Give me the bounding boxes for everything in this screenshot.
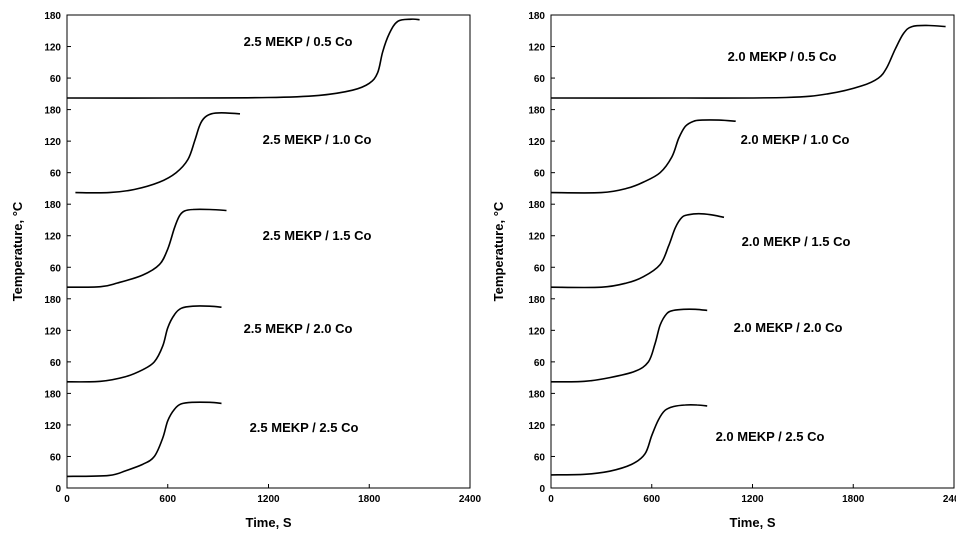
- y-tick-label: 0: [55, 484, 61, 495]
- x-tick-label: 1200: [257, 494, 280, 505]
- x-tick-label: 600: [643, 494, 660, 505]
- y-tick-label: 120: [44, 326, 61, 337]
- y-tick-label: 180: [528, 295, 545, 306]
- y-tick-label: 60: [50, 263, 62, 274]
- y-axis-title: Temperature, °C: [10, 201, 25, 301]
- y-tick-label: 180: [528, 389, 545, 400]
- y-tick-label: 60: [50, 74, 62, 85]
- plot-frame: [66, 14, 471, 489]
- series-line: [66, 18, 420, 99]
- y-tick-label: 180: [44, 11, 61, 22]
- x-tick-label: 2400: [459, 494, 482, 505]
- y-tick-label: 60: [50, 452, 62, 463]
- series-line: [550, 308, 708, 383]
- y-tick-label: 60: [534, 452, 546, 463]
- y-tick-label: 120: [44, 43, 61, 54]
- series-label: 2.5 MEKP / 1.0 Co: [263, 132, 372, 147]
- y-tick-label: 120: [528, 137, 545, 148]
- series-label: 2.5 MEKP / 2.5 Co: [250, 420, 359, 435]
- y-tick-label: 60: [50, 358, 62, 369]
- series-label: 2.5 MEKP / 0.5 Co: [244, 34, 353, 49]
- x-tick-label: 0: [548, 494, 554, 505]
- x-tick-label: 600: [159, 494, 176, 505]
- y-tick-label: 180: [44, 295, 61, 306]
- y-tick-label: 120: [528, 43, 545, 54]
- series-line: [66, 305, 222, 383]
- y-tick-label: 120: [528, 232, 545, 243]
- y-tick-label: 60: [534, 169, 546, 180]
- series-label: 2.5 MEKP / 1.5 Co: [263, 228, 372, 243]
- y-tick-label: 120: [44, 232, 61, 243]
- series-label: 2.0 MEKP / 1.5 Co: [742, 234, 851, 249]
- x-axis-title: Time, S: [729, 515, 775, 530]
- series-line: [550, 212, 725, 289]
- x-tick-label: 2400: [943, 494, 956, 505]
- y-axis-title: Temperature, °C: [491, 201, 506, 301]
- y-tick-label: 180: [528, 106, 545, 117]
- y-tick-label: 180: [528, 200, 545, 211]
- series-line: [550, 404, 708, 476]
- series-label: 2.0 MEKP / 0.5 Co: [728, 49, 837, 64]
- x-tick-label: 1800: [842, 494, 865, 505]
- y-tick-label: 180: [44, 200, 61, 211]
- plot-frame: [550, 14, 955, 489]
- y-tick-label: 120: [44, 421, 61, 432]
- series-line: [550, 119, 736, 194]
- y-tick-label: 180: [528, 11, 545, 22]
- x-axis-title: Time, S: [245, 515, 291, 530]
- x-tick-label: 1800: [358, 494, 381, 505]
- y-tick-label: 60: [534, 74, 546, 85]
- y-tick-label: 120: [44, 137, 61, 148]
- x-tick-label: 1200: [741, 494, 764, 505]
- series-line: [66, 208, 227, 289]
- series-line: [66, 401, 222, 478]
- y-tick-label: 180: [44, 389, 61, 400]
- y-tick-label: 120: [528, 326, 545, 337]
- y-tick-label: 60: [534, 263, 546, 274]
- series-label: 2.0 MEKP / 2.0 Co: [734, 320, 843, 335]
- series-line: [550, 24, 946, 99]
- x-tick-label: 0: [64, 494, 70, 505]
- y-tick-label: 180: [44, 106, 61, 117]
- y-tick-label: 60: [50, 169, 62, 180]
- y-tick-label: 120: [528, 421, 545, 432]
- series-label: 2.0 MEKP / 2.5 Co: [716, 429, 825, 444]
- series-line: [75, 111, 241, 194]
- y-tick-label: 60: [534, 358, 546, 369]
- y-tick-label: 0: [539, 484, 545, 495]
- series-label: 2.5 MEKP / 2.0 Co: [244, 321, 353, 336]
- series-label: 2.0 MEKP / 1.0 Co: [741, 132, 850, 147]
